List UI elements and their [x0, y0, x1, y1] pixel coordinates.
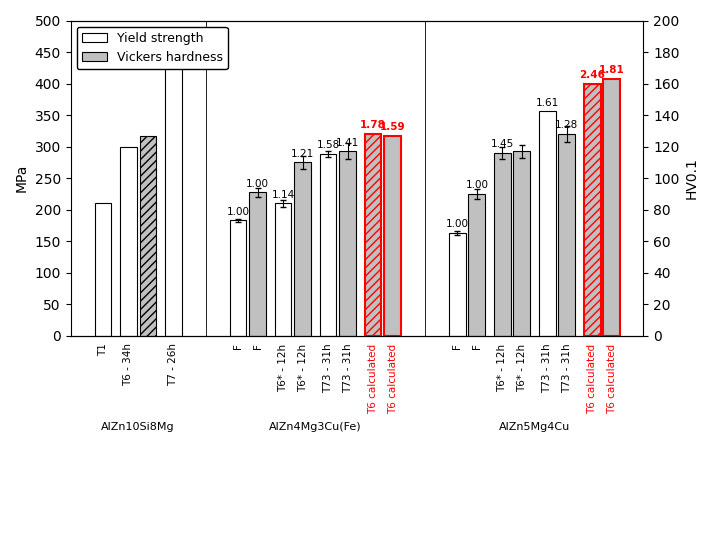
Text: AlZn5Mg4Cu: AlZn5Mg4Cu: [499, 422, 570, 432]
Text: AlZn4Mg3Cu(Fe): AlZn4Mg3Cu(Fe): [269, 422, 361, 432]
Bar: [94, 203, 111, 336]
Bar: [449, 233, 466, 336]
Text: 1.28: 1.28: [555, 120, 578, 130]
Text: 1.59: 1.59: [380, 122, 406, 132]
Bar: [539, 111, 555, 336]
Bar: [120, 147, 136, 336]
Text: 1.41: 1.41: [336, 137, 359, 148]
Text: 1.81: 1.81: [599, 65, 625, 75]
Bar: [494, 153, 511, 336]
Bar: [140, 136, 156, 336]
Bar: [365, 134, 381, 336]
Text: 1.78: 1.78: [360, 120, 386, 130]
Text: 1.00: 1.00: [226, 207, 249, 216]
Bar: [165, 52, 182, 336]
Bar: [468, 194, 486, 336]
Bar: [558, 134, 575, 336]
Bar: [230, 220, 246, 336]
Bar: [384, 136, 401, 336]
Legend: Yield strength, Vickers hardness: Yield strength, Vickers hardness: [77, 27, 228, 69]
Text: 1.00: 1.00: [446, 219, 468, 229]
Y-axis label: MPa: MPa: [15, 164, 29, 192]
Text: 1.00: 1.00: [246, 179, 269, 189]
Text: AlZn10Si8Mg: AlZn10Si8Mg: [101, 422, 175, 432]
Bar: [603, 79, 620, 336]
Text: 1.14: 1.14: [271, 190, 295, 199]
Text: 1.45: 1.45: [491, 139, 514, 149]
Text: 2.46: 2.46: [579, 70, 605, 80]
Text: 1.21: 1.21: [291, 149, 314, 159]
Bar: [320, 154, 336, 336]
Bar: [275, 203, 291, 336]
Bar: [513, 152, 531, 336]
Text: 1.00: 1.00: [466, 180, 488, 190]
Y-axis label: HV0.1: HV0.1: [685, 157, 699, 199]
Text: 1.58: 1.58: [316, 141, 340, 150]
Text: 1.61: 1.61: [536, 98, 559, 107]
Bar: [249, 192, 266, 336]
Bar: [584, 83, 600, 336]
Bar: [339, 152, 356, 336]
Bar: [294, 162, 311, 336]
